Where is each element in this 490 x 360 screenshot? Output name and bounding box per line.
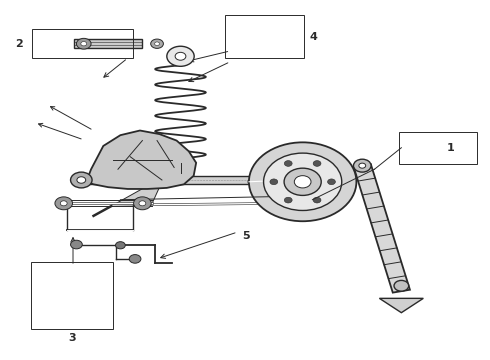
- Circle shape: [328, 179, 335, 185]
- Bar: [76, 176, 289, 184]
- Circle shape: [116, 242, 125, 249]
- Text: 5: 5: [243, 231, 250, 240]
- Circle shape: [249, 142, 356, 221]
- Circle shape: [76, 39, 91, 49]
- Circle shape: [155, 42, 159, 45]
- Circle shape: [134, 197, 151, 210]
- Circle shape: [167, 46, 194, 66]
- Text: 1: 1: [446, 143, 454, 153]
- Circle shape: [71, 240, 82, 249]
- Text: 2: 2: [15, 39, 23, 49]
- Polygon shape: [354, 164, 410, 293]
- Circle shape: [77, 177, 86, 183]
- Circle shape: [284, 161, 292, 166]
- Circle shape: [284, 168, 321, 195]
- Bar: [399, 132, 477, 164]
- Circle shape: [175, 52, 186, 60]
- Circle shape: [129, 255, 141, 263]
- Bar: [32, 30, 133, 58]
- Polygon shape: [379, 298, 423, 313]
- Bar: [31, 262, 113, 329]
- Circle shape: [353, 159, 371, 172]
- Bar: [225, 15, 304, 58]
- Circle shape: [284, 197, 292, 203]
- Polygon shape: [113, 176, 164, 205]
- Circle shape: [313, 161, 321, 166]
- Polygon shape: [86, 131, 196, 189]
- Circle shape: [71, 172, 92, 188]
- Circle shape: [264, 153, 342, 211]
- Circle shape: [270, 179, 278, 185]
- Circle shape: [60, 201, 67, 206]
- Circle shape: [294, 176, 311, 188]
- Circle shape: [55, 197, 73, 210]
- Polygon shape: [74, 40, 143, 48]
- Circle shape: [313, 197, 321, 203]
- Text: 4: 4: [310, 32, 318, 41]
- Circle shape: [81, 41, 87, 46]
- Text: 3: 3: [68, 333, 76, 343]
- Circle shape: [394, 280, 409, 291]
- Circle shape: [139, 201, 146, 206]
- Circle shape: [151, 39, 163, 48]
- Circle shape: [359, 163, 366, 168]
